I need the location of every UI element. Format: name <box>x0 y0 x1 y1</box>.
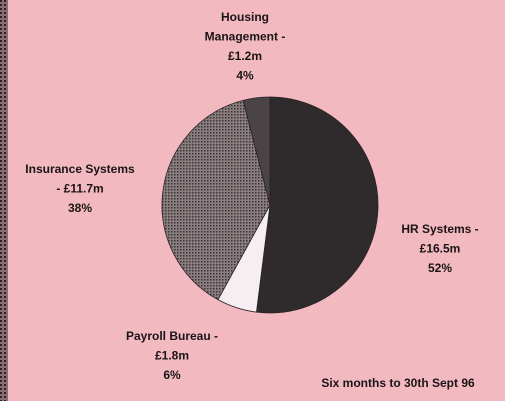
slice-label: Housing <box>221 10 269 24</box>
slice-label: £16.5m <box>420 242 461 256</box>
note: Six months to 30th Sept 96 <box>321 376 475 390</box>
slice-percent: 4% <box>236 69 254 83</box>
slice-label: Insurance Systems <box>25 162 135 176</box>
slice-label: Management - <box>205 30 286 44</box>
slice-label: £1.8m <box>155 349 189 363</box>
slice-percent: 38% <box>68 201 92 215</box>
left-border <box>0 0 8 401</box>
pie-slice <box>161 99 271 301</box>
slice-label: Payroll Bureau - <box>126 329 218 343</box>
slice-label: HR Systems - <box>401 222 478 236</box>
slice-percent: 6% <box>163 368 181 382</box>
slice-label: - £11.7m <box>56 182 103 196</box>
pie-slice <box>256 96 379 314</box>
slice-label: £1.2m <box>228 49 262 63</box>
slice-percent: 52% <box>428 261 452 275</box>
pie-slice <box>242 96 271 206</box>
